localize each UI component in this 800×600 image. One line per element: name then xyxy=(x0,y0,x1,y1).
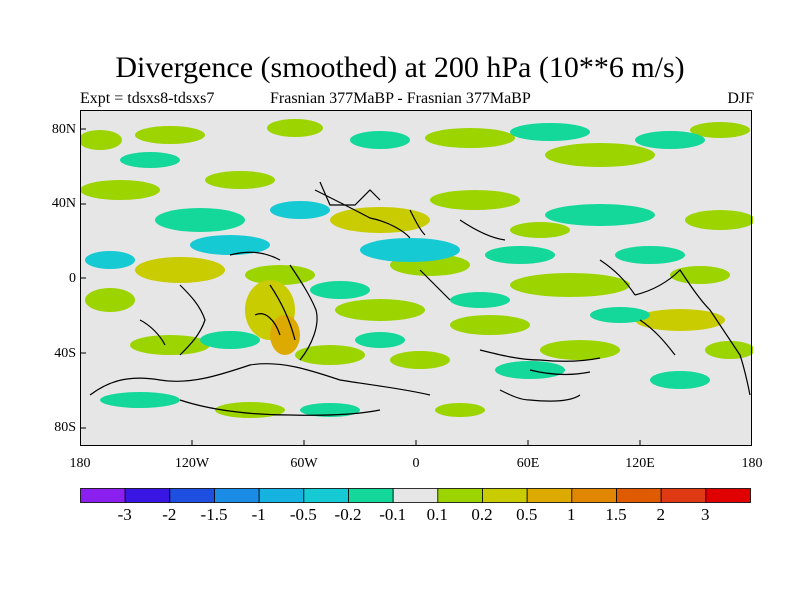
colorbar-tick-label: 0.5 xyxy=(516,505,538,524)
colorbar-tick-label: 2 xyxy=(656,505,665,524)
colorbar-box xyxy=(169,488,215,503)
x-tick-label: 120E xyxy=(625,456,655,471)
plot-title: Divergence (smoothed) at 200 hPa (10**6 … xyxy=(115,51,685,84)
colorbar-box xyxy=(571,488,617,503)
colorbar-tick-label: 3 xyxy=(701,505,710,524)
x-tick-label: 180 xyxy=(69,456,91,471)
colorbar xyxy=(80,488,751,503)
colorbar-tick-label: -3 xyxy=(117,505,132,524)
negative-divergence-regions xyxy=(85,123,710,417)
colorbar-box xyxy=(705,488,751,503)
colorbar-tick-label: -2 xyxy=(162,505,177,524)
coastlines xyxy=(89,181,751,416)
map-ticks xyxy=(80,128,641,446)
x-tick-label: 60W xyxy=(290,456,318,471)
colorbar-box xyxy=(616,488,662,503)
y-tick-label: 40S xyxy=(54,346,76,361)
x-tick-label: 180 xyxy=(741,456,763,471)
colorbar-box xyxy=(660,488,707,503)
y-tick-label: 80S xyxy=(54,420,76,435)
y-tick-label: 40N xyxy=(51,196,76,211)
divergence-map xyxy=(80,110,753,446)
colorbar-box xyxy=(526,488,573,503)
positive-divergence-regions xyxy=(80,119,753,418)
colorbar-box xyxy=(392,488,439,503)
colorbar-tick-label: 0.2 xyxy=(471,505,493,524)
colorbar-tick-label: -0.5 xyxy=(289,505,317,524)
colorbar-tick-label: 1.5 xyxy=(605,505,627,524)
period-label: Frasnian 377MaBP - Frasnian 377MaBP xyxy=(270,90,531,107)
colorbar-tick-label: 1 xyxy=(567,505,576,524)
colorbar-tick-label: -1 xyxy=(251,505,266,524)
colorbar-box xyxy=(80,488,126,503)
colorbar-box xyxy=(303,488,349,503)
colorbar-box xyxy=(437,488,483,503)
colorbar-boxes xyxy=(80,488,751,503)
y-tick-label: 0 xyxy=(69,271,76,286)
colorbar-box xyxy=(482,488,528,503)
colorbar-tick-label: 0.1 xyxy=(426,505,448,524)
y-tick-label: 80N xyxy=(51,122,76,137)
x-tick-label: 60E xyxy=(516,456,540,471)
season-label: DJF xyxy=(727,90,754,107)
x-tick-label: 0 xyxy=(412,456,420,471)
colorbar-box xyxy=(348,488,394,503)
colorbar-tick-label: -1.5 xyxy=(200,505,228,524)
experiment-label: Expt = tdsxs8-tdsxs7 xyxy=(80,90,215,107)
x-tick-label: 120W xyxy=(174,456,210,471)
colorbar-tick-label: -0.2 xyxy=(334,505,362,524)
colorbar-box xyxy=(124,488,171,503)
colorbar-box xyxy=(214,488,260,503)
colorbar-box xyxy=(258,488,305,503)
colorbar-tick-label: -0.1 xyxy=(379,505,407,524)
